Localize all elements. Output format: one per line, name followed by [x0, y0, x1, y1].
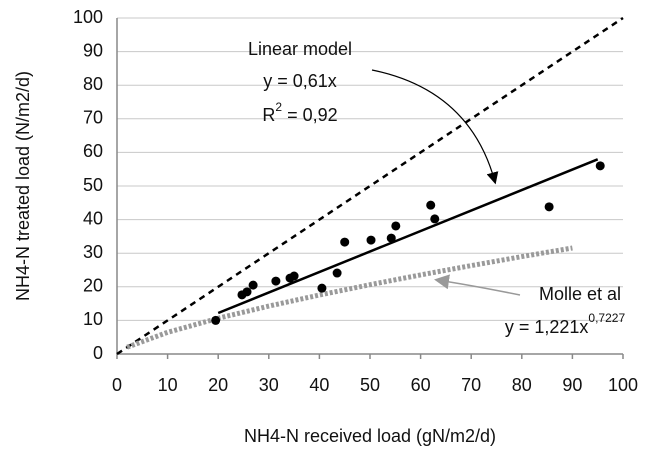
y-axis-label: NH4-N treated load (N/m2/d): [13, 71, 33, 301]
annotation-part: R: [262, 105, 275, 125]
line: [126, 245, 573, 350]
line: [116, 16, 624, 356]
annotation: Molle et al: [539, 284, 621, 304]
x-tick-label: 100: [608, 375, 638, 395]
annotation: y = 0,61x: [263, 71, 337, 91]
point: [242, 287, 252, 297]
x-axis-label: NH4-N received load (gN/m2/d): [244, 426, 496, 446]
y-tick-label: 0: [93, 343, 103, 363]
annotation-part: y = 1,221x: [505, 317, 589, 337]
y-tick-label: 60: [83, 141, 103, 161]
point: [340, 237, 350, 247]
arrow: [371, 69, 499, 185]
annotation: R2 = 0,92: [262, 100, 337, 125]
y-tick-label: 20: [83, 276, 103, 296]
y-tick-label: 10: [83, 309, 103, 329]
annotation-sup: 0,7227: [588, 311, 625, 325]
point: [332, 268, 342, 278]
point: [595, 161, 605, 171]
x-tick-label: 40: [309, 375, 329, 395]
annotation: Linear model: [248, 39, 352, 59]
y-tick-label: 50: [83, 175, 103, 195]
y-tick-label: 100: [73, 7, 103, 27]
y-tick-label: 30: [83, 242, 103, 262]
point: [271, 276, 281, 286]
point: [366, 235, 376, 245]
point: [289, 271, 299, 281]
x-tick-label: 10: [158, 375, 178, 395]
point: [211, 315, 221, 325]
point: [391, 221, 401, 231]
point: [430, 214, 440, 224]
annotation-sup: 2: [275, 100, 282, 114]
line: [217, 158, 599, 315]
annotation-part: = 0,92: [282, 105, 338, 125]
point: [317, 283, 327, 293]
x-tick-label: 20: [208, 375, 228, 395]
annotation: y = 1,221x0,7227: [505, 311, 626, 337]
x-tick-label: 60: [411, 375, 431, 395]
y-tick-label: 70: [83, 108, 103, 128]
x-tick-label: 50: [360, 375, 380, 395]
y-tick-label: 80: [83, 74, 103, 94]
x-tick-label: 90: [562, 375, 582, 395]
y-tick-label: 40: [83, 208, 103, 228]
arrow: [434, 274, 521, 296]
point: [426, 200, 436, 210]
y-tick-label: 90: [83, 40, 103, 60]
x-tick-label: 80: [512, 375, 532, 395]
point: [248, 280, 258, 290]
x-tick-label: 0: [112, 375, 122, 395]
point: [544, 202, 554, 212]
x-tick-label: 70: [461, 375, 481, 395]
point: [386, 233, 396, 243]
x-tick-label: 30: [259, 375, 279, 395]
